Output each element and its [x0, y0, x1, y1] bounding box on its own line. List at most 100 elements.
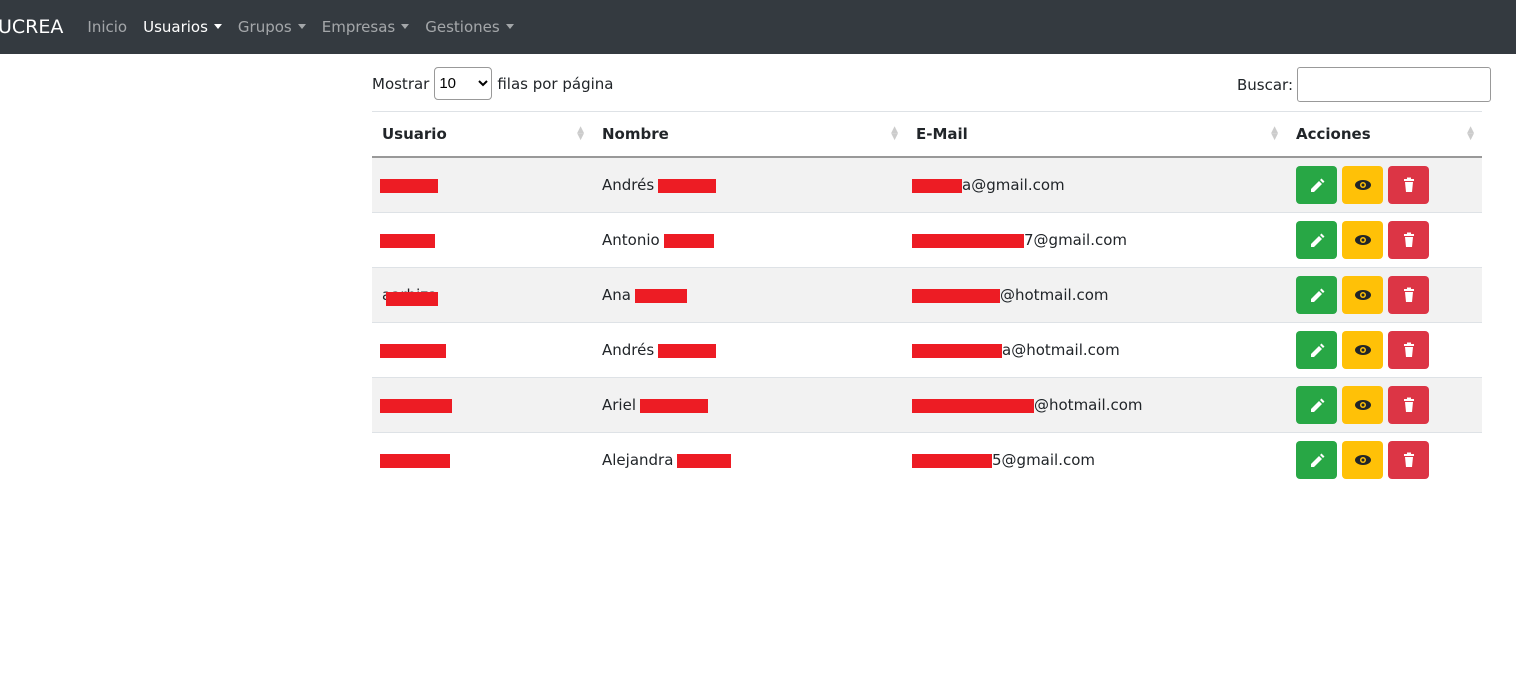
- name-cell: Ariel: [592, 377, 906, 433]
- redaction: [912, 453, 992, 468]
- del-button[interactable]: [1388, 331, 1429, 369]
- email-cell: a@gmail.com: [906, 156, 1286, 213]
- actions-cell: [1286, 156, 1482, 213]
- name: Ariel: [602, 396, 636, 414]
- column-header[interactable]: Usuario ▲ ▼: [372, 111, 592, 158]
- nav-item[interactable]: Gestiones: [425, 18, 514, 36]
- icon: [1310, 398, 1324, 412]
- email: @hotmail.com: [1000, 286, 1109, 304]
- redaction: [658, 178, 717, 193]
- view-button[interactable]: [1342, 276, 1383, 314]
- edit-button[interactable]: [1296, 331, 1337, 369]
- redaction: [380, 343, 446, 358]
- view-button[interactable]: [1342, 221, 1383, 259]
- edit-button[interactable]: [1296, 166, 1337, 204]
- icon: [1310, 453, 1324, 467]
- label: Mostrar: [372, 74, 430, 93]
- redaction: [640, 398, 708, 413]
- redaction: [386, 292, 438, 306]
- actions-cell: [1286, 267, 1482, 323]
- nav-item[interactable]: Inicio: [87, 18, 128, 36]
- column-header[interactable]: E-Mail ▲ ▼: [906, 111, 1286, 158]
- sort-icon: ▲ ▼: [891, 125, 898, 142]
- icon: [1310, 178, 1324, 192]
- redaction: [658, 343, 717, 358]
- del-button[interactable]: [1388, 166, 1429, 204]
- user-cell: aarbiza: [372, 267, 592, 323]
- icon: [1310, 343, 1324, 357]
- email-cell: 7@gmail.com: [906, 212, 1286, 268]
- name: Andrés: [602, 176, 655, 194]
- header-text: Nombre: [602, 125, 669, 143]
- table-row: Ariel @hotmail.com: [372, 377, 1482, 433]
- icon: [1403, 232, 1414, 247]
- edit-button[interactable]: [1296, 386, 1337, 424]
- label: Buscar:: [1237, 75, 1294, 94]
- nav-item[interactable]: Usuarios: [143, 18, 222, 36]
- view-button[interactable]: [1342, 166, 1383, 204]
- redaction: [912, 343, 1002, 358]
- email-cell: 5@gmail.com: [906, 432, 1286, 487]
- redaction: [380, 453, 450, 468]
- table-row: aarbiza Ana @hotmail.com: [372, 267, 1482, 323]
- edit-button[interactable]: [1296, 441, 1337, 479]
- table-row: Antonio 7@gmail.com: [372, 212, 1482, 268]
- view-button[interactable]: [1342, 386, 1383, 424]
- view-button[interactable]: [1342, 441, 1383, 479]
- sort-icon: ▲ ▼: [1271, 125, 1278, 142]
- name: Antonio: [602, 231, 660, 249]
- icon: [1403, 342, 1414, 357]
- sort-icon: ▲ ▼: [577, 125, 584, 142]
- user-cell: [372, 377, 592, 433]
- actions-cell: [1286, 432, 1482, 487]
- header-text: Acciones: [1296, 125, 1371, 143]
- header-row: Usuario ▲ ▼ Nombre ▲ ▼ E-Mail ▲ ▼ Acciones ▲ ▼: [372, 111, 1482, 158]
- caret: [297, 24, 306, 29]
- nav-items: Inicio Usuarios Grupos Empresas Gestiones: [87, 18, 529, 36]
- edit-button[interactable]: [1296, 276, 1337, 314]
- actions-cell: [1286, 377, 1482, 433]
- table-body: Andrés a@gmail.com Antonio 7@gmail.com aarbi…: [372, 156, 1482, 487]
- brand[interactable]: UCREA: [0, 16, 64, 38]
- email: a@hotmail.com: [1002, 341, 1120, 359]
- icon: [1354, 290, 1371, 300]
- redaction: [663, 233, 714, 248]
- column-header[interactable]: Acciones ▲ ▼: [1286, 111, 1482, 158]
- edit-button[interactable]: [1296, 221, 1337, 259]
- nav-item[interactable]: Grupos: [238, 18, 306, 36]
- redaction: [380, 398, 452, 413]
- navbar: UCREA Inicio Usuarios Grupos Empresas Gestio…: [0, 0, 1516, 54]
- email: @hotmail.com: [1034, 396, 1143, 414]
- redaction: [912, 288, 1000, 303]
- del-button[interactable]: [1388, 386, 1429, 424]
- column-header[interactable]: Nombre ▲ ▼: [592, 111, 906, 158]
- redaction: [912, 233, 1024, 248]
- email: 7@gmail.com: [1024, 231, 1128, 249]
- user-cell: [372, 156, 592, 213]
- email-cell: @hotmail.com: [906, 267, 1286, 323]
- del-button[interactable]: [1388, 441, 1429, 479]
- caret: [401, 24, 410, 29]
- view-button[interactable]: [1342, 331, 1383, 369]
- email: 5@gmail.com: [992, 451, 1096, 469]
- search-input[interactable]: [1297, 67, 1492, 102]
- header-text: E-Mail: [916, 125, 968, 143]
- nav-item[interactable]: Empresas: [322, 18, 410, 36]
- del-button[interactable]: [1388, 221, 1429, 259]
- actions-cell: [1286, 212, 1482, 268]
- table-row: Andrés a@gmail.com: [372, 156, 1482, 213]
- icon: [1354, 180, 1371, 190]
- redaction: [912, 178, 962, 193]
- icon: [1354, 235, 1371, 245]
- caret: [213, 24, 222, 29]
- name-cell: Antonio: [592, 212, 906, 268]
- email-cell: @hotmail.com: [906, 377, 1286, 433]
- name: Andrés: [602, 341, 655, 359]
- caret: [505, 24, 514, 29]
- header-text: Usuario: [382, 125, 447, 143]
- icon: [1310, 233, 1324, 247]
- actions-cell: [1286, 322, 1482, 378]
- page-size-select[interactable]: 10: [434, 67, 493, 100]
- del-button[interactable]: [1388, 276, 1429, 314]
- email: a@gmail.com: [962, 176, 1065, 194]
